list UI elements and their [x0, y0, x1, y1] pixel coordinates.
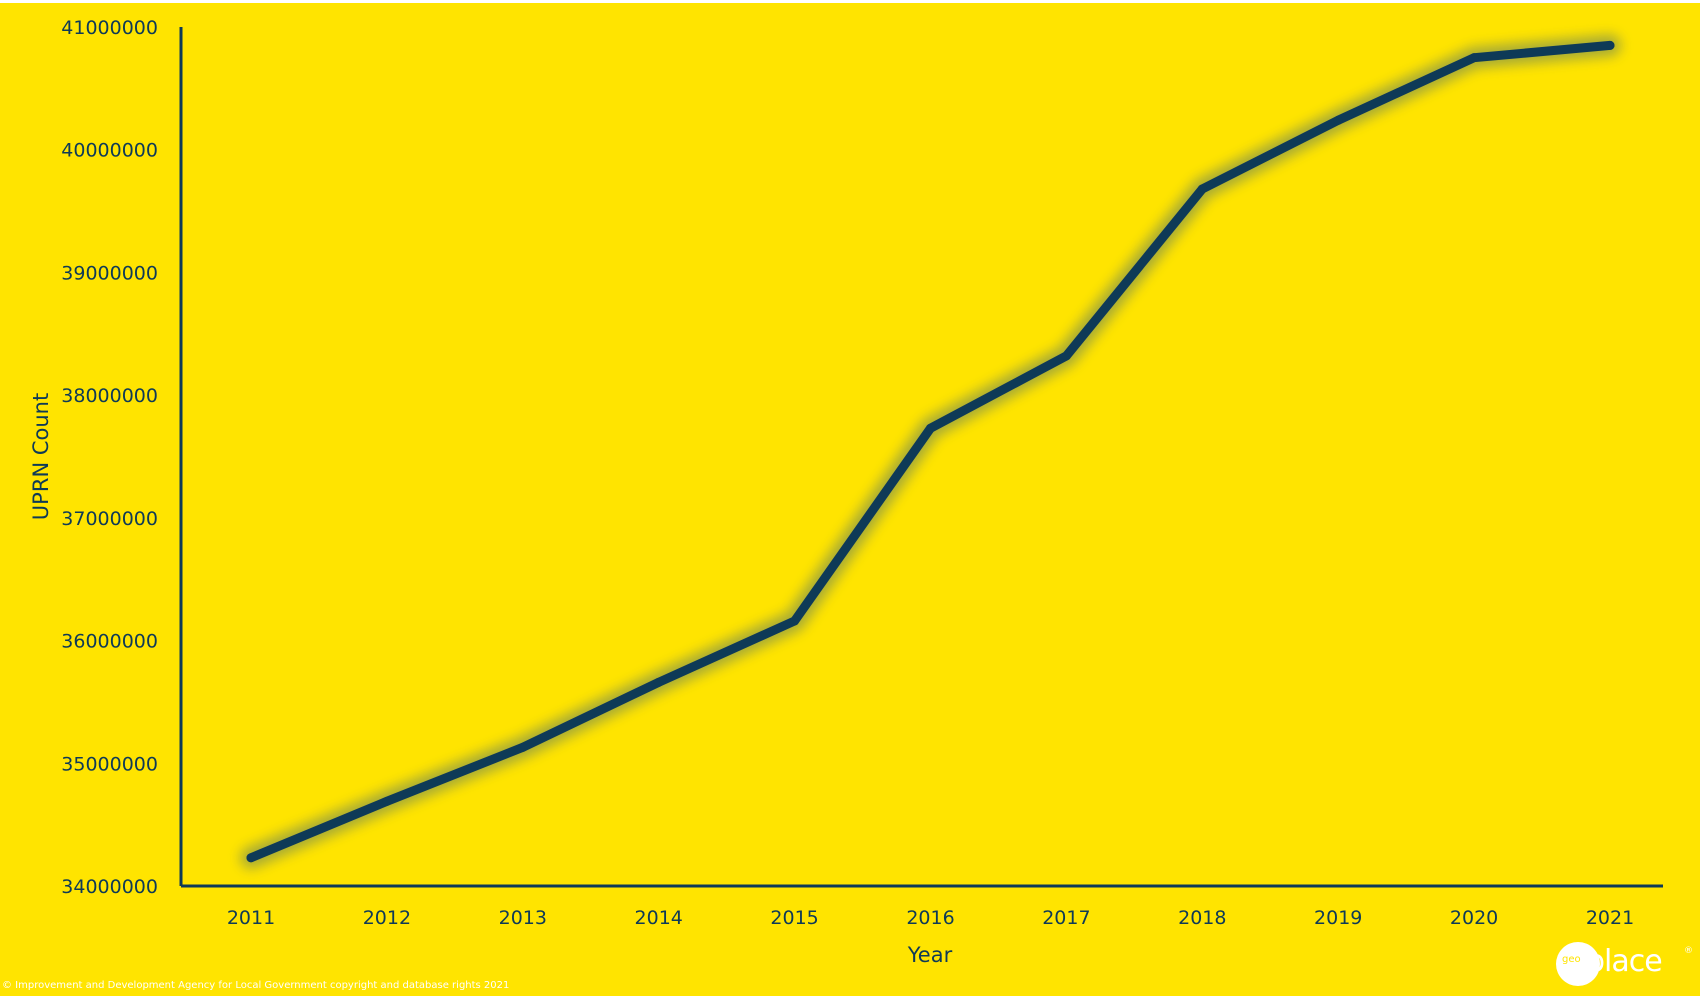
- data-point: [382, 796, 392, 806]
- data-point: [246, 853, 256, 863]
- x-tick-label: 2020: [1450, 907, 1498, 929]
- x-tick-label: 2017: [1042, 907, 1090, 929]
- series-line: [246, 40, 1615, 863]
- data-point: [790, 616, 800, 626]
- x-tick-label: 2019: [1314, 907, 1362, 929]
- x-tick-label: 2014: [635, 907, 683, 929]
- geoplace-logo: geo place ®: [1556, 940, 1696, 990]
- data-point: [926, 423, 935, 433]
- y-tick-label: 34000000: [61, 876, 158, 898]
- axes: [179, 27, 1663, 888]
- x-tick-label: 2018: [1178, 907, 1226, 929]
- data-point: [654, 677, 664, 687]
- data-point: [1333, 115, 1343, 125]
- y-tick-label: 36000000: [61, 631, 158, 653]
- series-group: [240, 34, 1621, 869]
- top-border: [0, 0, 1700, 3]
- y-tick-label: 38000000: [61, 385, 158, 407]
- x-tick-label: 2011: [227, 907, 275, 929]
- y-axis-ticks: 34000000 35000000 36000000 37000000 38000000…: [61, 17, 158, 898]
- logo-place-text: place: [1586, 944, 1663, 979]
- data-point: [1061, 351, 1071, 361]
- y-tick-label: 40000000: [61, 140, 158, 162]
- data-point: [1197, 184, 1207, 194]
- x-tick-label: 2016: [906, 907, 954, 929]
- logo-geo-text: geo: [1562, 954, 1581, 965]
- x-tick-label: 2012: [363, 907, 411, 929]
- y-tick-label: 37000000: [61, 508, 158, 530]
- series-line-glow: [240, 34, 1621, 869]
- y-tick-label: 41000000: [61, 17, 158, 39]
- data-point: [518, 742, 528, 752]
- y-axis-title: UPRN Count: [29, 393, 53, 520]
- copyright-notice: © Improvement and Development Agency for…: [2, 980, 510, 991]
- y-tick-label: 39000000: [61, 262, 158, 284]
- data-point: [1605, 40, 1615, 50]
- x-tick-label: 2021: [1586, 907, 1634, 929]
- y-tick-label: 35000000: [61, 753, 158, 775]
- bottom-border: [0, 996, 1700, 1000]
- x-axis-ticks: 2011 2012 2013 2014 2015 2016 2017 2018 2019 2020…: [227, 907, 1634, 929]
- x-tick-label: 2013: [499, 907, 547, 929]
- x-axis-title: Year: [907, 943, 953, 967]
- logo-registered-mark: ®: [1684, 946, 1693, 956]
- data-point: [1469, 53, 1479, 63]
- logo-circle: [1556, 942, 1600, 986]
- x-tick-label: 2015: [770, 907, 818, 929]
